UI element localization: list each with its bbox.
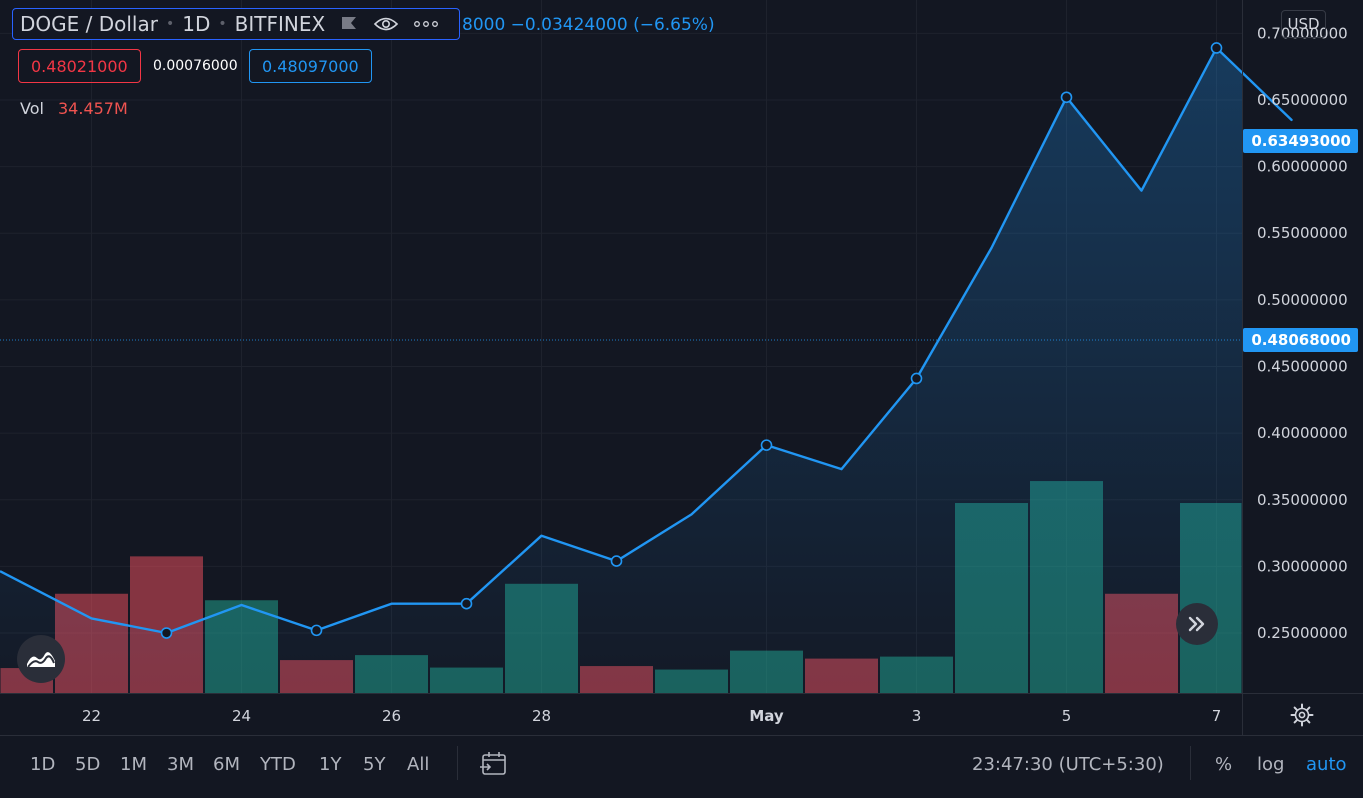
volume-value: 34.457M	[58, 99, 128, 118]
price-chart[interactable]: 0.700000000.650000000.600000000.55000000…	[0, 0, 1363, 736]
flag-icon[interactable]	[339, 15, 359, 33]
bid-price-button[interactable]: 0.48021000	[18, 49, 141, 83]
price-area	[0, 48, 1292, 693]
range-ytd-button[interactable]: YTD	[260, 754, 296, 775]
auto-scale-toggle[interactable]: auto	[1306, 754, 1347, 775]
price-point-marker	[760, 439, 773, 451]
price-point-marker	[910, 372, 923, 385]
symbol-legend[interactable]: DOGE / Dollar • 1D • BITFINEX	[12, 8, 460, 40]
y-tick-label: 0.25000000	[1257, 624, 1348, 642]
spread-value: 0.00076000	[153, 58, 238, 74]
range-6m-button[interactable]: 6M	[213, 754, 240, 775]
price-line	[0, 46, 1293, 635]
symbol-name[interactable]: DOGE / Dollar	[20, 12, 158, 36]
range-3m-button[interactable]: 3M	[167, 754, 194, 775]
legend-separator: •	[218, 16, 227, 32]
price-point-marker	[1060, 91, 1073, 104]
ask-price-button[interactable]: 0.48097000	[249, 49, 372, 83]
settings-gear-icon[interactable]	[1289, 702, 1315, 728]
x-tick-label: 28	[532, 707, 551, 725]
price-point-marker	[310, 624, 323, 637]
more-options-icon[interactable]	[413, 19, 439, 29]
x-tick-label: May	[749, 707, 784, 725]
y-tick-label: 0.45000000	[1257, 357, 1348, 375]
x-tick-label: 5	[1062, 707, 1072, 725]
range-all-button[interactable]: All	[407, 754, 430, 775]
price-point-marker	[610, 555, 623, 567]
y-tick-label: 0.30000000	[1257, 557, 1348, 575]
exchange-label: BITFINEX	[234, 12, 326, 36]
range-5d-button[interactable]: 5D	[75, 754, 101, 775]
scroll-to-realtime-button[interactable]	[1176, 603, 1218, 645]
x-tick-label: 3	[912, 707, 922, 725]
eye-icon[interactable]	[373, 15, 399, 33]
range-1m-button[interactable]: 1M	[120, 754, 147, 775]
logo-icon	[27, 652, 55, 668]
currency-button[interactable]: USD	[1281, 10, 1326, 38]
price-point-marker	[460, 597, 473, 610]
volume-label: Vol	[20, 99, 44, 118]
y-tick-label: 0.40000000	[1257, 424, 1348, 442]
x-tick-label: 24	[232, 707, 251, 725]
y-tick-label: 0.55000000	[1257, 224, 1348, 242]
legend-separator: •	[165, 16, 175, 32]
x-tick-label: 26	[382, 707, 401, 725]
y-tick-label: 0.50000000	[1257, 291, 1348, 309]
toolbar-divider	[457, 746, 458, 780]
log-scale-toggle[interactable]: log	[1257, 754, 1285, 775]
y-tick-label: 0.35000000	[1257, 491, 1348, 509]
y-tick-label: 0.65000000	[1257, 91, 1348, 109]
price-line-tag: 0.48068000	[1243, 328, 1358, 352]
x-tick-label: 22	[82, 707, 101, 725]
clock-timezone[interactable]: 23:47:30 (UTC+5:30)	[972, 754, 1164, 775]
price-change: 8000 −0.03424000 (−6.65%)	[462, 15, 715, 35]
range-1d-button[interactable]: 1D	[30, 754, 56, 775]
range-5y-button[interactable]: 5Y	[363, 754, 386, 775]
toolbar-divider	[1190, 746, 1191, 780]
x-tick-label: 7	[1212, 707, 1222, 725]
percent-scale-toggle[interactable]: %	[1215, 754, 1233, 775]
price-point-marker	[1210, 42, 1223, 54]
date-range-icon[interactable]	[480, 751, 508, 781]
tradingview-logo-button[interactable]	[17, 635, 65, 683]
range-1y-button[interactable]: 1Y	[319, 754, 342, 775]
chevron-double-right-icon	[1188, 616, 1205, 632]
interval-label[interactable]: 1D	[182, 12, 211, 36]
y-tick-label: 0.60000000	[1257, 158, 1348, 176]
price-point-marker	[160, 627, 173, 639]
last-price-tag: 0.63493000	[1243, 129, 1358, 153]
bottom-toolbar: 1D 5D 1M 3M 6M YTD 1Y 5Y All 23:47:30 (U…	[0, 736, 1363, 794]
